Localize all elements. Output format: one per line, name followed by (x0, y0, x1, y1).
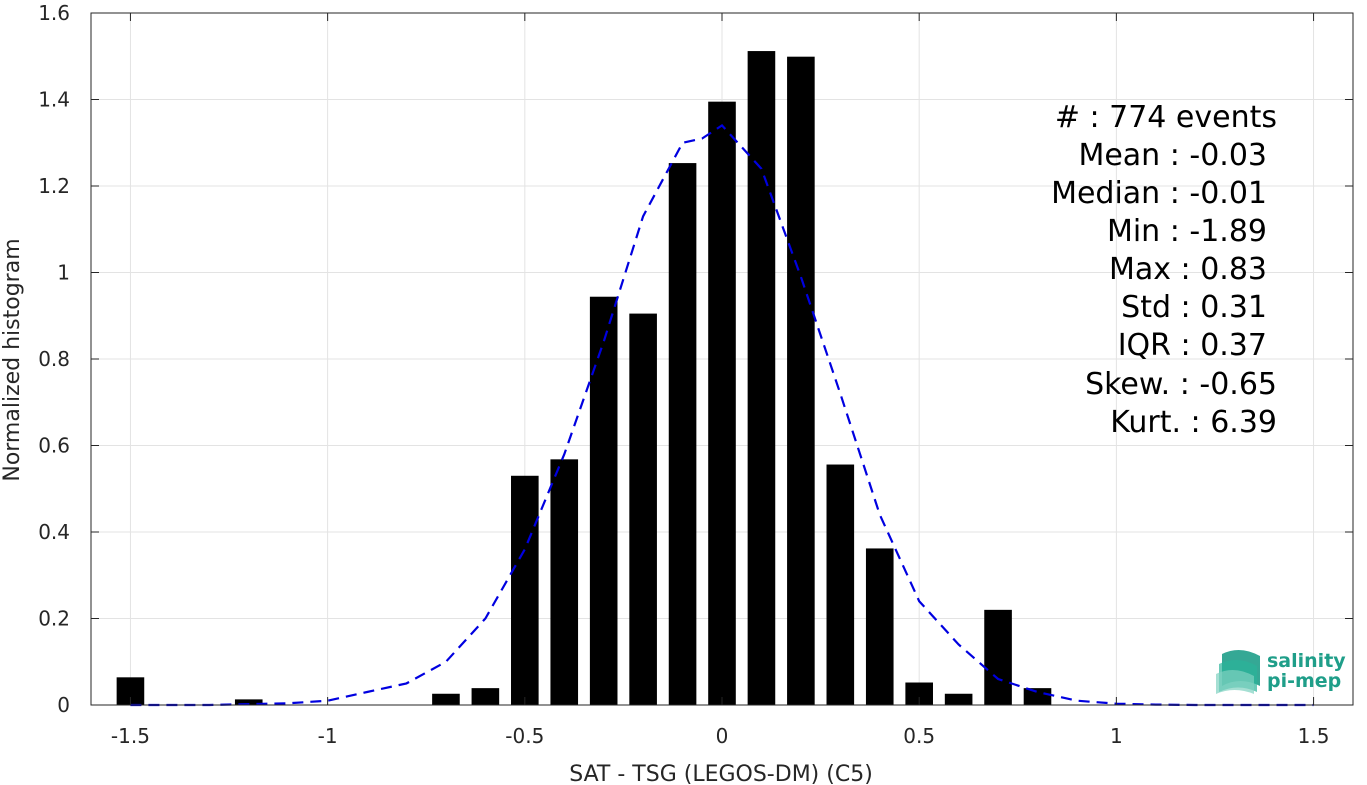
stat-kurt: Kurt. : 6.39 (1110, 405, 1277, 440)
x-tick-label: -0.5 (505, 724, 544, 748)
histogram-bar (826, 464, 855, 705)
x-tick-label: 0 (716, 724, 729, 748)
histogram-bar (550, 459, 579, 705)
y-tick-label: 0.4 (38, 520, 70, 544)
x-tick-label: 0.5 (903, 724, 935, 748)
histogram-bar (471, 688, 500, 705)
stat-std: Std : 0.31 (1121, 290, 1267, 325)
y-tick-label: 0.6 (38, 434, 70, 458)
bars (116, 51, 1052, 706)
histogram-bar (865, 548, 894, 705)
x-axis-title: SAT - TSG (LEGOS-DM) (C5) (569, 762, 873, 785)
stat-skew: Skew. : -0.65 (1085, 367, 1277, 402)
axis-ticks: -1.5 -1 -0.5 0 0.5 1 1.5 0 0.2 0.4 0.6 0.8 1 1.2 1.4 1.… (38, 1, 1353, 748)
salinity-wave-icon (1216, 649, 1260, 694)
stat-min: Min : -1.89 (1107, 214, 1267, 249)
stat-max: Max : 0.83 (1109, 252, 1267, 287)
stat-mean: Mean : -0.03 (1078, 138, 1267, 173)
y-tick-label: 0 (57, 693, 70, 717)
histogram-bar (234, 699, 263, 705)
histogram-bar (747, 51, 776, 706)
y-tick-label: 1.6 (38, 1, 70, 25)
stat-count: # : 774 events (1055, 100, 1277, 135)
histogram-bar (708, 101, 736, 706)
y-tick-label: 1.2 (38, 174, 70, 198)
logo-line2: pi-mep (1267, 670, 1341, 692)
x-tick-label: -1.5 (111, 724, 150, 748)
histogram-bar (629, 313, 657, 705)
histogram-bar (1023, 688, 1052, 705)
histogram-bar (905, 682, 933, 705)
logo-line1: salinity (1267, 650, 1346, 672)
histogram-bar (511, 475, 539, 705)
histogram-bar (787, 56, 815, 706)
gaussian-fit-curve (130, 123, 1314, 707)
histogram-bar (589, 296, 618, 705)
histogram-bar (668, 163, 697, 705)
y-axis-title: Normalized histogram (0, 238, 25, 481)
stat-iqr: IQR : 0.37 (1118, 328, 1267, 363)
histogram-bar (984, 609, 1012, 705)
stats-box: # : 774 events Mean : -0.03 Median : -0.… (1051, 100, 1277, 440)
x-tick-label: 1.5 (1298, 724, 1330, 748)
x-tick-label: -1 (318, 724, 338, 748)
x-tick-label: 1 (1110, 724, 1123, 748)
y-tick-label: 0.8 (38, 347, 70, 371)
salinity-pimep-logo: salinity pi-mep (1216, 649, 1346, 694)
stat-median: Median : -0.01 (1051, 176, 1267, 211)
histogram-bar (944, 693, 973, 705)
y-tick-label: 0.2 (38, 607, 70, 631)
histogram-bar (432, 693, 460, 705)
y-tick-label: 1.4 (38, 88, 70, 112)
y-tick-label: 1 (57, 261, 70, 285)
